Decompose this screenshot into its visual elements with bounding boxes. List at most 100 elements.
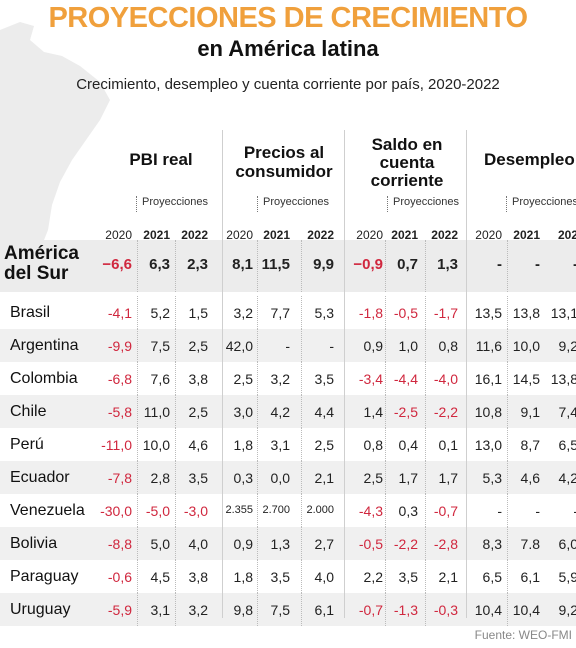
column-divider [175,296,176,329]
year-header: 2021 [143,228,170,242]
table-cell: 10,0 [512,338,540,354]
aggregate-row: América del Sur −6,6 6,3 2,3 8,1 11,5 9,9 −0,9 0,… [0,240,576,292]
table-cell: -1,3 [393,602,418,618]
table-cell: 6,3 [149,256,170,273]
group-header: Precios al [243,143,325,162]
table-cell: -2,2 [393,536,418,552]
projections-label: Proyecciones [142,196,209,208]
table-cell: 9,9 [313,256,334,273]
table-cell: -1,8 [358,305,383,321]
column-divider [507,395,508,428]
table-cell: 3,1 [270,437,290,453]
column-divider [175,240,176,292]
table-row: Brasil -4,1 5,2 1,5 3,2 7,7 5,3 -1,8 -0,5 -1,7 13,… [0,296,576,329]
projections-label: Proyecciones [512,196,576,208]
table-cell: 0,8 [363,437,383,453]
table-cell: −6,6 [102,256,132,273]
table-cell: 4,6 [188,437,208,453]
column-divider [425,329,426,362]
table-cell: 14,5 [512,371,540,387]
table-cell: -7,8 [107,470,132,486]
table-cell: 13,8 [512,305,540,321]
country-name: Uruguay [10,601,71,618]
column-divider [385,527,386,560]
column-divider [175,494,176,527]
column-divider [137,527,138,560]
table-cell: 4,2 [558,470,576,486]
table-cell: - [573,503,576,519]
column-divider [507,240,508,292]
table-cell: - [573,256,576,273]
column-divider [425,527,426,560]
table-cell: 2,5 [233,371,253,387]
column-divider [425,428,426,461]
column-divider [425,395,426,428]
column-divider [507,296,508,329]
chart-title: PROYECCIONES DE CRECIMIENTO [48,2,528,34]
table-cell: 0,1 [438,437,458,453]
table-cell: 0,0 [270,470,290,486]
country-name: Chile [10,403,47,420]
table-cell: 13,0 [474,437,502,453]
table-cell: 9,8 [233,602,253,618]
column-divider [137,362,138,395]
projection-marker [506,196,507,212]
table-cell: 2,1 [314,470,334,486]
table-cell: - [497,256,502,273]
table-row: Paraguay -0,6 4,5 3,8 1,8 3,5 4,0 2,2 3,5 2,1 6,5 6… [0,560,576,593]
table-cell: 42,0 [225,338,253,354]
column-divider [507,593,508,626]
group-header: consumidor [235,162,333,181]
table-cell: 1,8 [233,437,253,453]
table-cell: 5,2 [150,305,170,321]
table-cell: 5,9 [558,569,576,585]
table-cell: - [535,256,540,273]
table-cell: −0,9 [353,256,383,273]
table-cell: 2,5 [363,470,383,486]
column-divider [301,593,302,626]
column-divider [385,593,386,626]
table-cell: 2,8 [150,470,170,486]
chart-title-line2: en América latina [197,36,379,61]
column-divider [257,461,258,494]
table-cell: 0,8 [438,338,458,354]
table-cell: 6,1 [314,602,334,618]
column-divider [257,494,258,527]
group-header: Desempleo [484,150,575,169]
column-divider [175,329,176,362]
table-cell: 2.355 [225,504,253,516]
table-cell: 7,6 [150,371,170,387]
column-divider [425,362,426,395]
column-divider [385,461,386,494]
column-divider [257,240,258,292]
table-cell: 10,4 [474,602,502,618]
column-divider [257,329,258,362]
table-cell: 7.8 [520,536,540,552]
table-cell: -4,0 [433,371,458,387]
country-name: Argentina [10,337,79,354]
year-header: 2021 [263,228,290,242]
table-cell: 2,5 [188,338,208,354]
country-name: Venezuela [10,502,85,519]
table-cell: 3,5 [270,569,290,585]
column-divider [385,362,386,395]
table-cell: 8,3 [482,536,502,552]
table-cell: -9,9 [107,338,132,354]
table-row: Uruguay -5,9 3,1 3,2 9,8 7,5 6,1 -0,7 -1,3 -0,3 10… [0,593,576,626]
column-divider [257,296,258,329]
year-header: 2020 [475,228,502,242]
year-header: 2020 [105,228,132,242]
column-divider [507,329,508,362]
table-cell: 5,3 [482,470,502,486]
table-cell: -30,0 [100,503,132,519]
table-cell: 6,0 [558,536,576,552]
table-cell: 7,5 [150,338,170,354]
table-cell: -5,9 [107,602,132,618]
table-cell: 13,5 [474,305,502,321]
projections-label: Proyecciones [263,196,330,208]
column-divider [175,362,176,395]
column-divider [257,362,258,395]
column-divider [507,494,508,527]
table-cell: 0,9 [233,536,253,552]
table-cell: 8,7 [520,437,540,453]
